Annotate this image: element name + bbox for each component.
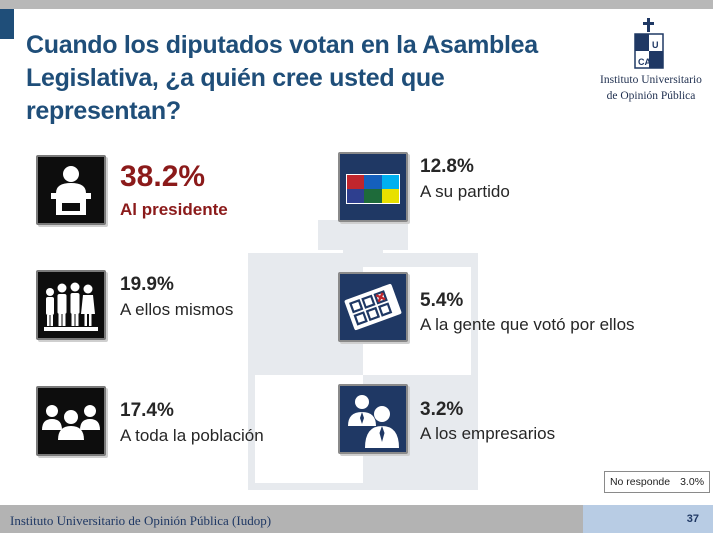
group-of-people-icon [36,270,106,340]
label-a-toda-la-poblacion: A toda la población [120,426,264,445]
value-a-los-empresarios: 3.2% [420,399,464,420]
label-a-los-empresarios: A los empresarios [420,424,556,443]
value-a-toda-la-poblacion: 17.4% [120,400,174,421]
logo-text-line2: de Opinión Pública [606,90,696,102]
no-response-value: 3.0% [680,476,705,488]
value-a-su-partido: 12.8% [420,156,474,177]
value-al-presidente: 38.2% [120,160,206,193]
businessmen-icon [338,384,408,454]
value-a-ellos-mismos: 19.9% [120,274,174,295]
label-a-ellos-mismos: A ellos mismos [120,300,234,319]
presidential-podium-icon [36,155,106,225]
uca-logo-icon: U CA [634,18,664,69]
logo-text-line1: Instituto Universitario [600,74,702,86]
value-a-la-gente-que-voto: 5.4% [420,290,464,311]
footer-accent [583,505,713,533]
top-accent-bar [0,9,14,39]
label-a-la-gente-que-voto: A la gente que votó por ellos [420,315,635,334]
party-colors-icon [338,152,408,222]
page-title: Cuando los diputados votan en la Asamble… [26,31,538,125]
iudop-logo: U CA Instituto Universitario de Opinión … [592,18,710,108]
population-crowd-icon [36,386,106,456]
no-response-label: No responde [609,476,671,488]
label-al-presidente: Al presidente [120,200,228,219]
footer-bar: Instituto Universitario de Opinión Públi… [0,505,713,533]
ballot-icon [338,272,408,342]
top-band [0,0,713,9]
no-response-box: No responde 3.0% [604,471,710,493]
footer-institution: Instituto Universitario de Opinión Públi… [10,513,272,528]
svg-text:U: U [652,40,659,50]
page-number: 37 [686,513,699,525]
svg-text:CA: CA [638,57,651,67]
label-a-su-partido: A su partido [420,182,510,201]
